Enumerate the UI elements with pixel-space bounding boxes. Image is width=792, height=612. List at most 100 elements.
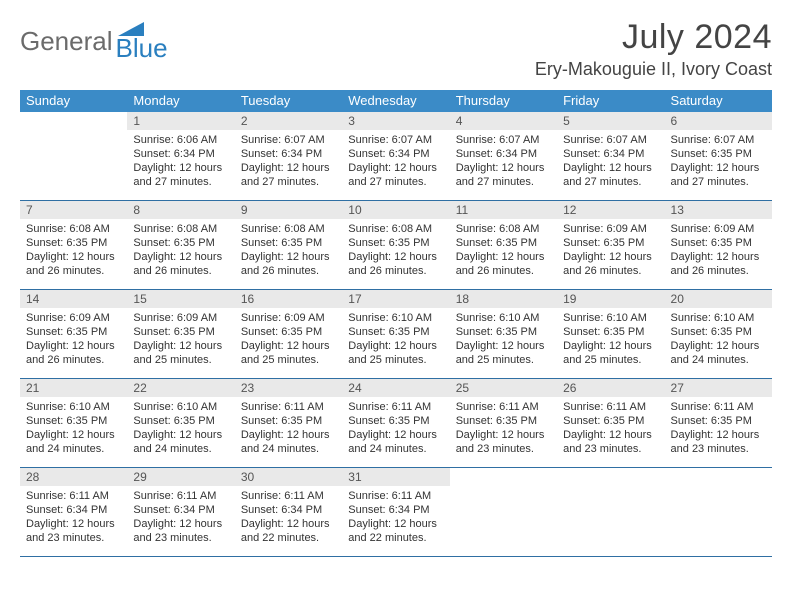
day-cell: 10Sunrise: 6:08 AMSunset: 6:35 PMDayligh… [342,201,449,289]
day-cell: 2Sunrise: 6:07 AMSunset: 6:34 PMDaylight… [235,112,342,200]
day-cell: 3Sunrise: 6:07 AMSunset: 6:34 PMDaylight… [342,112,449,200]
sunset-text: Sunset: 6:34 PM [133,503,228,517]
location-label: Ery-Makouguie II, Ivory Coast [535,59,772,80]
day-body: Sunrise: 6:11 AMSunset: 6:34 PMDaylight:… [127,486,234,549]
daylight-text: Daylight: 12 hours and 23 minutes. [671,428,766,456]
day-number: 2 [235,112,342,130]
day-number: 17 [342,290,449,308]
day-cell: 27Sunrise: 6:11 AMSunset: 6:35 PMDayligh… [665,379,772,467]
daylight-text: Daylight: 12 hours and 25 minutes. [348,339,443,367]
day-body: Sunrise: 6:11 AMSunset: 6:34 PMDaylight:… [342,486,449,549]
weekday-cell: Tuesday [235,90,342,112]
day-number: 6 [665,112,772,130]
day-number: 24 [342,379,449,397]
day-cell: 26Sunrise: 6:11 AMSunset: 6:35 PMDayligh… [557,379,664,467]
daylight-text: Daylight: 12 hours and 26 minutes. [671,250,766,278]
sunset-text: Sunset: 6:35 PM [456,414,551,428]
sunset-text: Sunset: 6:35 PM [563,236,658,250]
week-row: .1Sunrise: 6:06 AMSunset: 6:34 PMDayligh… [20,112,772,201]
day-cell: 13Sunrise: 6:09 AMSunset: 6:35 PMDayligh… [665,201,772,289]
day-number: 9 [235,201,342,219]
day-body: Sunrise: 6:11 AMSunset: 6:35 PMDaylight:… [665,397,772,460]
day-number: 29 [127,468,234,486]
day-number: 28 [20,468,127,486]
day-number: 4 [450,112,557,130]
day-cell: 7Sunrise: 6:08 AMSunset: 6:35 PMDaylight… [20,201,127,289]
day-cell: 1Sunrise: 6:06 AMSunset: 6:34 PMDaylight… [127,112,234,200]
daylight-text: Daylight: 12 hours and 26 minutes. [563,250,658,278]
daylight-text: Daylight: 12 hours and 22 minutes. [241,517,336,545]
day-cell: 16Sunrise: 6:09 AMSunset: 6:35 PMDayligh… [235,290,342,378]
day-body: Sunrise: 6:10 AMSunset: 6:35 PMDaylight:… [557,308,664,371]
daylight-text: Daylight: 12 hours and 23 minutes. [26,517,121,545]
day-number: 20 [665,290,772,308]
daylight-text: Daylight: 12 hours and 27 minutes. [456,161,551,189]
sunrise-text: Sunrise: 6:09 AM [241,311,336,325]
daylight-text: Daylight: 12 hours and 24 minutes. [671,339,766,367]
day-body: Sunrise: 6:07 AMSunset: 6:34 PMDaylight:… [235,130,342,193]
day-number: 10 [342,201,449,219]
sunset-text: Sunset: 6:34 PM [241,503,336,517]
daylight-text: Daylight: 12 hours and 26 minutes. [456,250,551,278]
day-cell: 19Sunrise: 6:10 AMSunset: 6:35 PMDayligh… [557,290,664,378]
sunset-text: Sunset: 6:35 PM [348,325,443,339]
day-body: Sunrise: 6:11 AMSunset: 6:35 PMDaylight:… [342,397,449,460]
sunset-text: Sunset: 6:35 PM [241,325,336,339]
logo-text-blue: Blue [116,37,168,60]
sunrise-text: Sunrise: 6:10 AM [671,311,766,325]
header-row: General Blue July 2024 Ery-Makouguie II,… [20,18,772,80]
sunset-text: Sunset: 6:34 PM [241,147,336,161]
day-cell: 18Sunrise: 6:10 AMSunset: 6:35 PMDayligh… [450,290,557,378]
day-number: 1 [127,112,234,130]
daylight-text: Daylight: 12 hours and 27 minutes. [133,161,228,189]
sunset-text: Sunset: 6:35 PM [241,414,336,428]
sunset-text: Sunset: 6:34 PM [456,147,551,161]
sunrise-text: Sunrise: 6:11 AM [26,489,121,503]
daylight-text: Daylight: 12 hours and 26 minutes. [348,250,443,278]
day-body: Sunrise: 6:09 AMSunset: 6:35 PMDaylight:… [127,308,234,371]
weekday-cell: Sunday [20,90,127,112]
sunrise-text: Sunrise: 6:11 AM [671,400,766,414]
day-cell: 6Sunrise: 6:07 AMSunset: 6:35 PMDaylight… [665,112,772,200]
weekday-header-row: SundayMondayTuesdayWednesdayThursdayFrid… [20,90,772,112]
day-body: Sunrise: 6:09 AMSunset: 6:35 PMDaylight:… [20,308,127,371]
day-body: Sunrise: 6:10 AMSunset: 6:35 PMDaylight:… [342,308,449,371]
day-body: Sunrise: 6:10 AMSunset: 6:35 PMDaylight:… [20,397,127,460]
sunrise-text: Sunrise: 6:09 AM [671,222,766,236]
day-body: Sunrise: 6:10 AMSunset: 6:35 PMDaylight:… [665,308,772,371]
title-block: July 2024 Ery-Makouguie II, Ivory Coast [535,18,772,80]
sunrise-text: Sunrise: 6:08 AM [348,222,443,236]
weekday-cell: Wednesday [342,90,449,112]
sunset-text: Sunset: 6:35 PM [671,147,766,161]
day-cell: 5Sunrise: 6:07 AMSunset: 6:34 PMDaylight… [557,112,664,200]
sunset-text: Sunset: 6:35 PM [563,414,658,428]
day-cell: 28Sunrise: 6:11 AMSunset: 6:34 PMDayligh… [20,468,127,556]
day-cell: 21Sunrise: 6:10 AMSunset: 6:35 PMDayligh… [20,379,127,467]
week-row: 14Sunrise: 6:09 AMSunset: 6:35 PMDayligh… [20,290,772,379]
sunrise-text: Sunrise: 6:11 AM [348,489,443,503]
day-number: 15 [127,290,234,308]
sunrise-text: Sunrise: 6:10 AM [456,311,551,325]
day-body: Sunrise: 6:06 AMSunset: 6:34 PMDaylight:… [127,130,234,193]
day-cell: . [20,112,127,200]
sunset-text: Sunset: 6:35 PM [456,236,551,250]
sunset-text: Sunset: 6:34 PM [348,503,443,517]
sunrise-text: Sunrise: 6:11 AM [348,400,443,414]
day-number: 7 [20,201,127,219]
logo-blue-wrap: Blue [116,22,168,60]
sunrise-text: Sunrise: 6:11 AM [241,489,336,503]
sunset-text: Sunset: 6:35 PM [456,325,551,339]
week-row: 7Sunrise: 6:08 AMSunset: 6:35 PMDaylight… [20,201,772,290]
sunset-text: Sunset: 6:35 PM [26,325,121,339]
weekday-cell: Saturday [665,90,772,112]
sunset-text: Sunset: 6:35 PM [671,414,766,428]
sunrise-text: Sunrise: 6:08 AM [241,222,336,236]
day-body: Sunrise: 6:11 AMSunset: 6:34 PMDaylight:… [20,486,127,549]
day-number: 27 [665,379,772,397]
weeks-container: .1Sunrise: 6:06 AMSunset: 6:34 PMDayligh… [20,112,772,557]
calendar-page: General Blue July 2024 Ery-Makouguie II,… [0,0,792,557]
week-row: 28Sunrise: 6:11 AMSunset: 6:34 PMDayligh… [20,468,772,557]
sunset-text: Sunset: 6:34 PM [26,503,121,517]
daylight-text: Daylight: 12 hours and 25 minutes. [563,339,658,367]
daylight-text: Daylight: 12 hours and 24 minutes. [133,428,228,456]
